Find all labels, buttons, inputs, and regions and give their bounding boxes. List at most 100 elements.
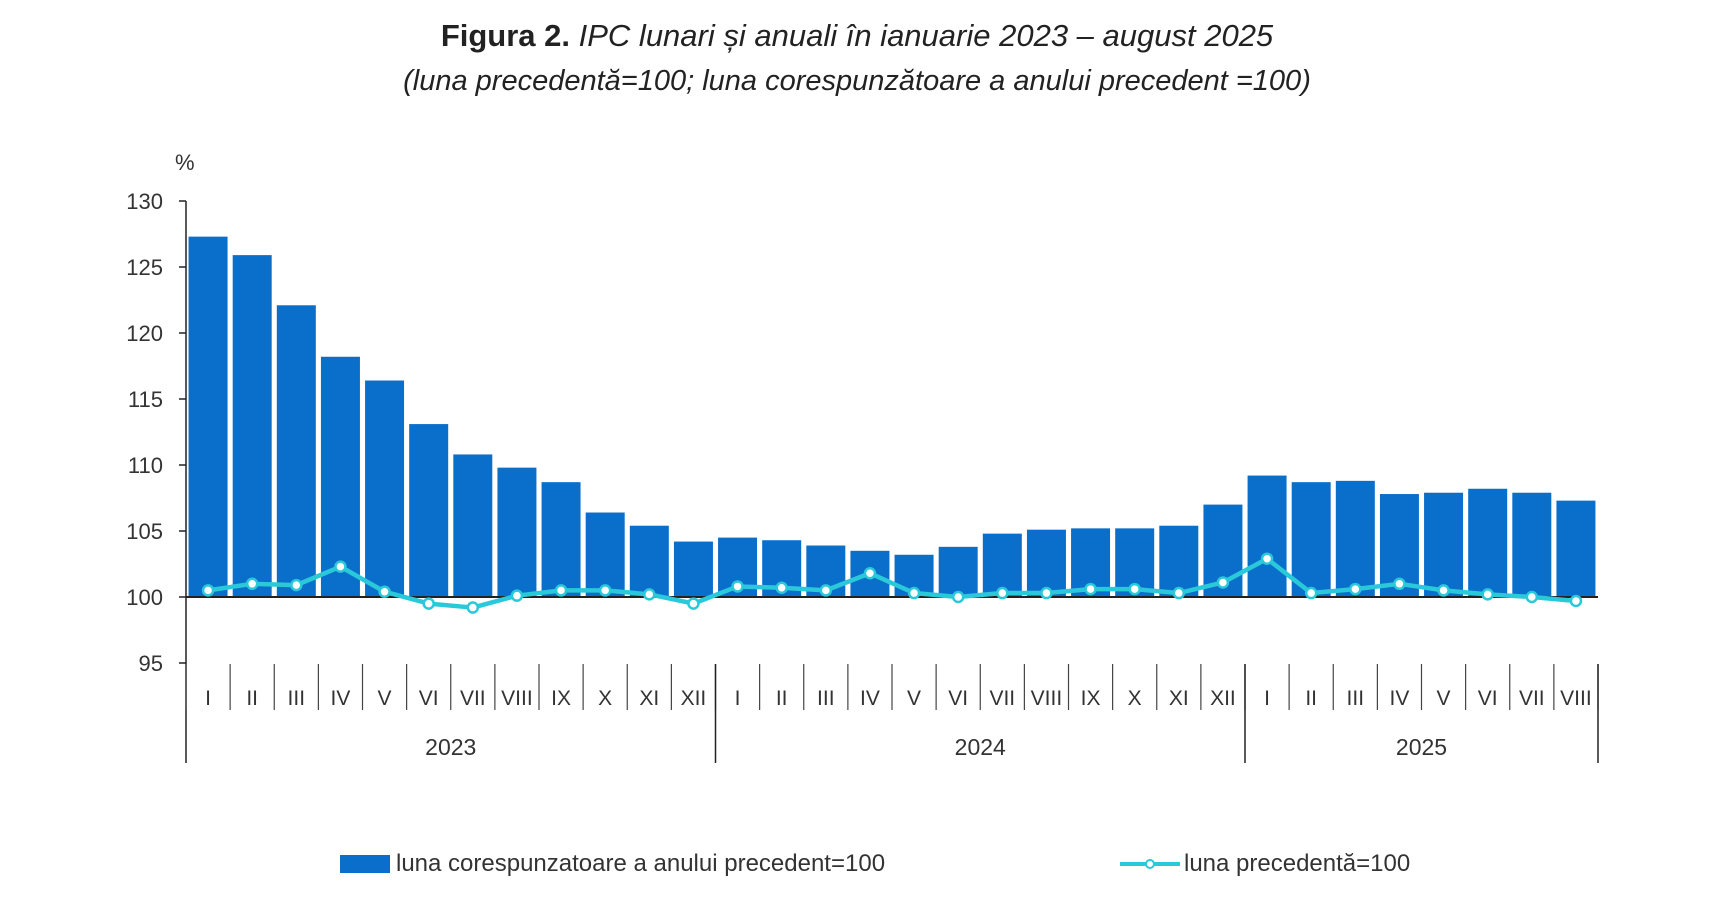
month-label: VIII <box>1560 687 1592 710</box>
month-label: X <box>1128 687 1142 710</box>
bar-annual <box>1512 492 1552 597</box>
y-axis-unit-label: % <box>175 150 195 175</box>
legend-bar-swatch <box>340 855 390 873</box>
line-point-monthly <box>1393 577 1406 591</box>
chart-legend: luna corespunzatoare a anului precedent=… <box>0 850 1714 884</box>
month-label: XII <box>1210 687 1236 710</box>
month-label: VI <box>948 687 968 710</box>
bar-annual <box>982 533 1022 597</box>
y-tick-label: 95 <box>139 651 163 676</box>
chart-subtitle: (luna precedentă=100; luna corespunzătoa… <box>403 65 1311 97</box>
line-point-monthly <box>290 578 303 592</box>
chart-title: Figura 2. IPC lunari și anuali în ianuar… <box>0 14 1714 58</box>
month-label: IX <box>551 687 571 710</box>
bar-annual <box>188 236 228 597</box>
month-label: IX <box>1081 687 1101 710</box>
month-label: V <box>378 687 392 710</box>
month-label: II <box>246 687 258 710</box>
legend-label-monthly: luna precedentă=100 <box>1184 850 1411 877</box>
y-tick-label: 115 <box>128 387 163 412</box>
bar-annual <box>409 424 449 597</box>
bar-annual <box>1468 488 1508 597</box>
line-point-monthly <box>1437 584 1450 597</box>
month-label: IV <box>860 687 880 710</box>
line-point-monthly <box>1304 586 1318 600</box>
chart-title-block: Figura 2. IPC lunari și anuali în ianuar… <box>0 14 1714 104</box>
line-point-monthly <box>1128 582 1141 596</box>
month-label: VII <box>989 687 1015 710</box>
line-point-monthly <box>1569 594 1583 608</box>
line-point-monthly <box>1172 586 1186 600</box>
bar-annual <box>232 255 272 597</box>
bar-annual <box>365 380 405 597</box>
line-point-monthly <box>819 584 833 597</box>
year-label: 2024 <box>955 734 1006 760</box>
month-label: I <box>205 687 211 710</box>
line-point-monthly <box>378 585 391 598</box>
line-point-monthly <box>643 588 656 601</box>
line-point-monthly <box>1260 552 1274 565</box>
bar-annual <box>1291 482 1331 597</box>
month-label: V <box>907 687 921 710</box>
month-label: I <box>735 687 741 710</box>
month-label: VI <box>419 687 439 710</box>
bar-annual <box>453 454 493 597</box>
year-label: 2025 <box>1396 734 1447 760</box>
month-label: XII <box>681 687 707 710</box>
month-label: V <box>1437 687 1451 710</box>
year-label: 2023 <box>425 734 476 760</box>
month-label: VIII <box>1031 687 1063 710</box>
line-point-monthly <box>245 577 259 591</box>
month-label: VII <box>460 687 486 710</box>
bar-annual <box>938 546 978 597</box>
month-label: VII <box>1519 687 1545 710</box>
month-label: IV <box>331 687 351 710</box>
month-label: I <box>1264 687 1270 710</box>
line-point-monthly <box>731 580 744 593</box>
line-point-monthly <box>775 581 788 595</box>
figure-label: Figura 2. <box>440 18 571 53</box>
bar-annual <box>673 541 713 597</box>
line-point-monthly <box>863 566 877 580</box>
bar-annual <box>1026 529 1066 597</box>
line-point-monthly <box>422 597 435 610</box>
month-label: VI <box>1478 687 1498 710</box>
line-point-monthly <box>201 584 215 597</box>
y-tick-label: 125 <box>126 255 163 280</box>
line-point-monthly <box>687 597 700 610</box>
month-label: II <box>776 687 788 710</box>
month-label: IV <box>1390 687 1410 710</box>
legend-line-swatch <box>1120 855 1180 873</box>
month-label: XI <box>1169 687 1189 710</box>
line-point-monthly <box>1349 582 1362 596</box>
month-label: III <box>288 687 306 710</box>
bar-annual <box>541 482 581 597</box>
y-tick-label: 100 <box>126 585 163 610</box>
month-label: III <box>1347 687 1365 710</box>
bar-annual <box>1335 480 1375 597</box>
month-label: II <box>1305 687 1317 710</box>
bar-annual <box>320 356 360 597</box>
bar-annual <box>1424 492 1464 597</box>
line-point-monthly <box>1040 586 1053 600</box>
line-point-monthly <box>907 586 921 600</box>
bar-annual <box>497 467 537 597</box>
line-point-monthly <box>510 589 524 602</box>
bar-annual <box>1159 525 1199 597</box>
y-tick-label: 120 <box>126 321 163 346</box>
line-point-monthly <box>996 586 1009 600</box>
line-point-monthly <box>1525 590 1539 604</box>
month-label: VIII <box>501 687 533 710</box>
line-point-monthly <box>334 560 347 573</box>
line-point-monthly <box>554 584 568 597</box>
bar-annual <box>276 305 316 597</box>
line-point-monthly <box>466 601 480 614</box>
legend-item-annual: luna corespunzatoare a anului precedent=… <box>340 850 885 878</box>
line-point-monthly <box>1216 576 1230 589</box>
month-label: XI <box>639 687 659 710</box>
y-tick-label: 130 <box>126 189 163 214</box>
month-label: X <box>598 687 612 710</box>
y-tick-label: 105 <box>126 519 163 544</box>
bar-annual <box>1247 475 1287 597</box>
